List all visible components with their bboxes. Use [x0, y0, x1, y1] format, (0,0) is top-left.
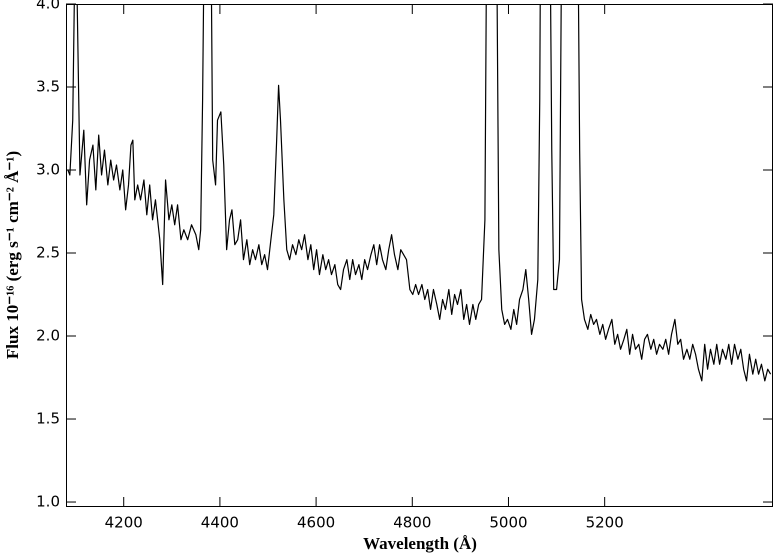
plot-frame [66, 4, 773, 507]
x-tick-label: 4600 [297, 514, 335, 532]
y-tick-label: 2.5 [36, 244, 60, 262]
x-tick-label: 5200 [586, 514, 624, 532]
x-axis-title: Wavelength (Å) [363, 534, 477, 553]
y-tick-label: 1.5 [36, 410, 60, 428]
x-tick-label: 5000 [489, 514, 527, 532]
y-tick-label: 2.0 [36, 327, 60, 345]
x-tick-label: 4800 [393, 514, 431, 532]
y-axis-title: Flux 10⁻¹⁶ (erg s⁻¹ cm⁻² Å⁻¹) [3, 151, 22, 359]
y-tick-label: 4.0 [36, 0, 60, 13]
y-tick-label: 3.5 [36, 78, 60, 96]
y-tick-label: 3.0 [36, 161, 60, 179]
spectrum-line [67, 4, 772, 382]
x-tick-label: 4200 [105, 514, 143, 532]
y-tick-label: 1.0 [36, 493, 60, 511]
x-tick-label: 4400 [201, 514, 239, 532]
